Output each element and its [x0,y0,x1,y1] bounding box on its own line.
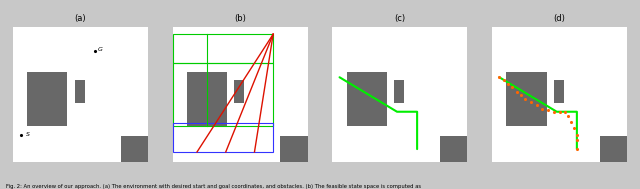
Text: Fig. 2: An overview of our approach. (a) The environment with desired start and : Fig. 2: An overview of our approach. (a)… [6,184,422,189]
Point [507,86,517,89]
Bar [187,71,227,126]
Point [516,93,526,96]
Bar [554,80,564,103]
Point [563,115,573,118]
Point [511,90,522,93]
Point [566,120,576,123]
Point [572,148,582,151]
Point [543,109,553,112]
Bar [173,123,273,152]
Point [572,133,582,136]
Point [503,83,513,86]
Point [494,76,504,79]
Bar [280,136,308,162]
Bar [173,63,273,126]
Point [520,97,531,100]
Bar [75,80,84,103]
Point [548,110,559,113]
Polygon shape [600,136,627,162]
Title: (c): (c) [394,14,406,23]
Title: (a): (a) [74,14,86,23]
Point [526,100,536,103]
Bar [394,80,404,103]
Point [554,110,564,113]
Bar [120,136,148,162]
Title: (d): (d) [554,14,566,23]
Point [532,103,542,106]
Point [560,110,570,113]
Point [569,126,579,129]
Text: G: G [97,47,102,52]
Bar [28,71,67,126]
Bar [506,71,547,126]
Bar [600,136,627,162]
Bar [234,80,244,103]
Bar [173,34,273,63]
Polygon shape [280,136,308,162]
Bar [347,71,387,126]
Bar [440,136,467,162]
Point [572,139,582,142]
Point [538,107,548,110]
Polygon shape [120,136,148,162]
Title: (b): (b) [234,14,246,23]
Point [499,79,509,82]
Polygon shape [440,136,467,162]
Text: S: S [26,132,30,137]
